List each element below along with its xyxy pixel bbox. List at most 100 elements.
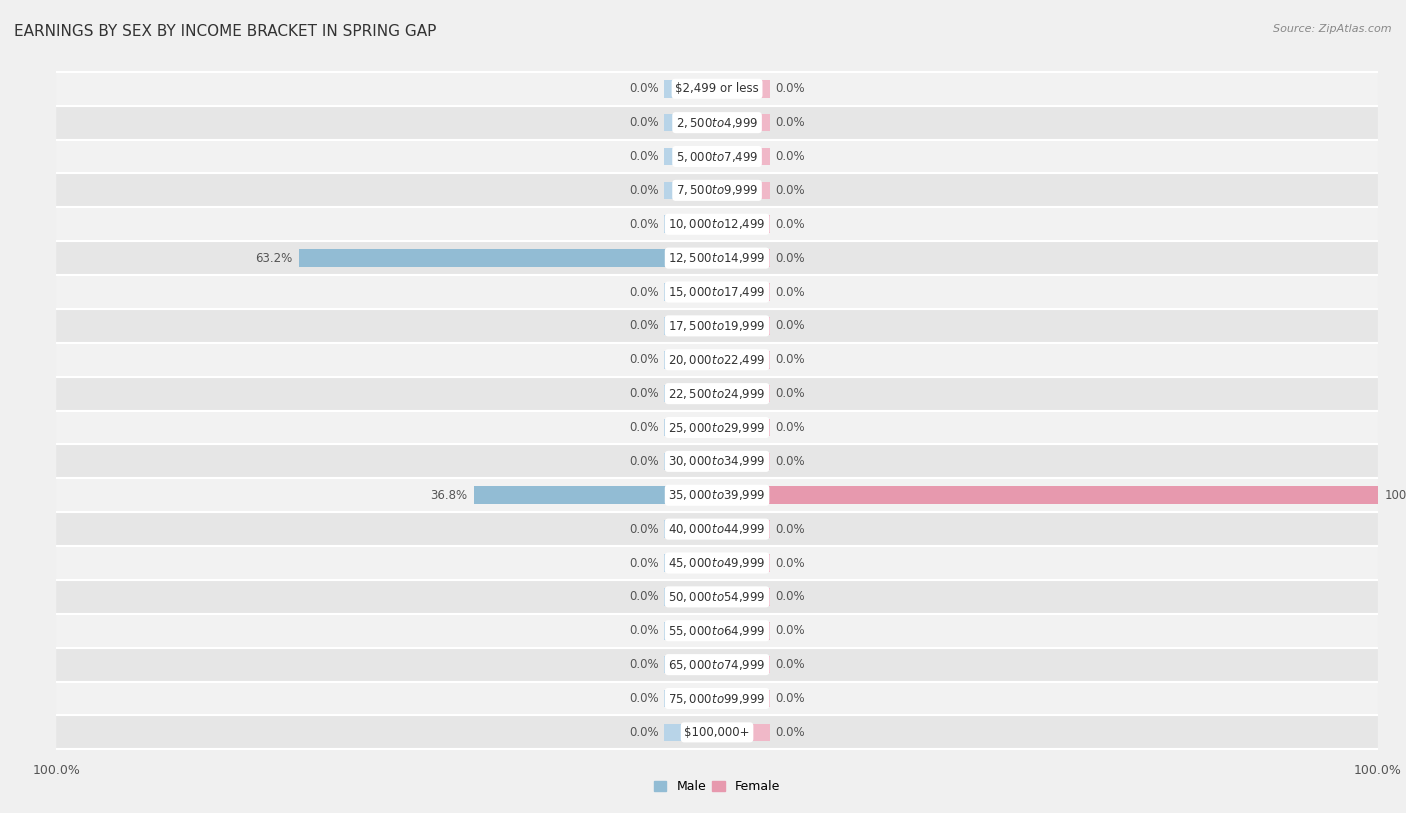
Bar bbox=[664, 656, 717, 673]
Bar bbox=[717, 283, 770, 301]
Bar bbox=[664, 283, 717, 301]
Text: 0.0%: 0.0% bbox=[775, 116, 804, 129]
Text: 0.0%: 0.0% bbox=[775, 421, 804, 434]
Text: 0.0%: 0.0% bbox=[630, 150, 659, 163]
Bar bbox=[664, 317, 717, 335]
Text: $100,000+: $100,000+ bbox=[685, 726, 749, 739]
Text: 0.0%: 0.0% bbox=[775, 150, 804, 163]
Text: 0.0%: 0.0% bbox=[775, 285, 804, 298]
FancyBboxPatch shape bbox=[56, 411, 1378, 445]
Text: $75,000 to $99,999: $75,000 to $99,999 bbox=[668, 692, 766, 706]
Text: $22,500 to $24,999: $22,500 to $24,999 bbox=[668, 387, 766, 401]
FancyBboxPatch shape bbox=[56, 72, 1378, 106]
Bar bbox=[717, 181, 770, 199]
FancyBboxPatch shape bbox=[56, 140, 1378, 173]
Text: 0.0%: 0.0% bbox=[775, 82, 804, 95]
FancyBboxPatch shape bbox=[56, 580, 1378, 614]
Bar bbox=[717, 80, 770, 98]
Text: 0.0%: 0.0% bbox=[630, 285, 659, 298]
Text: $2,499 or less: $2,499 or less bbox=[675, 82, 759, 95]
Text: $65,000 to $74,999: $65,000 to $74,999 bbox=[668, 658, 766, 672]
Text: $5,000 to $7,499: $5,000 to $7,499 bbox=[676, 150, 758, 163]
FancyBboxPatch shape bbox=[56, 715, 1378, 750]
Bar bbox=[717, 724, 770, 741]
Text: 0.0%: 0.0% bbox=[630, 557, 659, 569]
Bar bbox=[664, 385, 717, 402]
FancyBboxPatch shape bbox=[56, 343, 1378, 376]
Text: 0.0%: 0.0% bbox=[630, 692, 659, 705]
Text: 0.0%: 0.0% bbox=[630, 184, 659, 197]
FancyBboxPatch shape bbox=[56, 512, 1378, 546]
Bar bbox=[299, 250, 717, 267]
Text: 0.0%: 0.0% bbox=[630, 659, 659, 671]
Text: $45,000 to $49,999: $45,000 to $49,999 bbox=[668, 556, 766, 570]
Bar bbox=[717, 385, 770, 402]
FancyBboxPatch shape bbox=[56, 681, 1378, 715]
Bar bbox=[664, 351, 717, 368]
FancyBboxPatch shape bbox=[56, 241, 1378, 275]
Text: 0.0%: 0.0% bbox=[775, 590, 804, 603]
Bar bbox=[717, 588, 770, 606]
FancyBboxPatch shape bbox=[56, 309, 1378, 343]
Text: 0.0%: 0.0% bbox=[630, 354, 659, 366]
FancyBboxPatch shape bbox=[56, 648, 1378, 681]
Text: 0.0%: 0.0% bbox=[775, 659, 804, 671]
Text: $55,000 to $64,999: $55,000 to $64,999 bbox=[668, 624, 766, 637]
Bar bbox=[717, 486, 1378, 504]
Bar bbox=[664, 148, 717, 165]
Text: 63.2%: 63.2% bbox=[256, 252, 292, 264]
Text: 0.0%: 0.0% bbox=[775, 455, 804, 467]
Text: 100.0%: 100.0% bbox=[1385, 489, 1406, 502]
Text: 0.0%: 0.0% bbox=[630, 523, 659, 536]
Text: $50,000 to $54,999: $50,000 to $54,999 bbox=[668, 590, 766, 604]
FancyBboxPatch shape bbox=[56, 173, 1378, 207]
Text: 0.0%: 0.0% bbox=[630, 82, 659, 95]
Text: $7,500 to $9,999: $7,500 to $9,999 bbox=[676, 184, 758, 198]
Bar bbox=[664, 114, 717, 132]
Bar bbox=[717, 148, 770, 165]
Text: $40,000 to $44,999: $40,000 to $44,999 bbox=[668, 522, 766, 536]
Text: $30,000 to $34,999: $30,000 to $34,999 bbox=[668, 454, 766, 468]
Bar bbox=[717, 689, 770, 707]
Bar bbox=[664, 419, 717, 437]
Text: $35,000 to $39,999: $35,000 to $39,999 bbox=[668, 489, 766, 502]
FancyBboxPatch shape bbox=[56, 614, 1378, 648]
FancyBboxPatch shape bbox=[56, 546, 1378, 580]
Text: $20,000 to $22,499: $20,000 to $22,499 bbox=[668, 353, 766, 367]
Text: 0.0%: 0.0% bbox=[630, 320, 659, 333]
Bar bbox=[664, 689, 717, 707]
Text: 0.0%: 0.0% bbox=[775, 184, 804, 197]
Text: EARNINGS BY SEX BY INCOME BRACKET IN SPRING GAP: EARNINGS BY SEX BY INCOME BRACKET IN SPR… bbox=[14, 24, 436, 39]
FancyBboxPatch shape bbox=[56, 207, 1378, 241]
Bar bbox=[474, 486, 717, 504]
Text: 0.0%: 0.0% bbox=[630, 590, 659, 603]
FancyBboxPatch shape bbox=[56, 445, 1378, 478]
Text: 36.8%: 36.8% bbox=[430, 489, 467, 502]
Bar bbox=[717, 520, 770, 538]
Text: 0.0%: 0.0% bbox=[775, 624, 804, 637]
Bar bbox=[664, 724, 717, 741]
Text: 0.0%: 0.0% bbox=[630, 116, 659, 129]
Text: $2,500 to $4,999: $2,500 to $4,999 bbox=[676, 115, 758, 129]
Bar bbox=[717, 114, 770, 132]
Bar bbox=[717, 351, 770, 368]
Bar bbox=[717, 317, 770, 335]
Bar bbox=[717, 250, 770, 267]
Text: $25,000 to $29,999: $25,000 to $29,999 bbox=[668, 420, 766, 434]
Text: 0.0%: 0.0% bbox=[775, 726, 804, 739]
Bar bbox=[664, 181, 717, 199]
Text: 0.0%: 0.0% bbox=[630, 455, 659, 467]
Text: 0.0%: 0.0% bbox=[775, 387, 804, 400]
Text: Source: ZipAtlas.com: Source: ZipAtlas.com bbox=[1274, 24, 1392, 34]
Bar bbox=[664, 215, 717, 233]
Bar bbox=[664, 80, 717, 98]
Text: $10,000 to $12,499: $10,000 to $12,499 bbox=[668, 217, 766, 231]
Text: $17,500 to $19,999: $17,500 to $19,999 bbox=[668, 319, 766, 333]
Bar bbox=[717, 419, 770, 437]
Text: 0.0%: 0.0% bbox=[630, 387, 659, 400]
Bar bbox=[717, 453, 770, 470]
FancyBboxPatch shape bbox=[56, 376, 1378, 411]
Legend: Male, Female: Male, Female bbox=[650, 776, 785, 798]
Bar bbox=[664, 588, 717, 606]
Text: 0.0%: 0.0% bbox=[775, 218, 804, 231]
